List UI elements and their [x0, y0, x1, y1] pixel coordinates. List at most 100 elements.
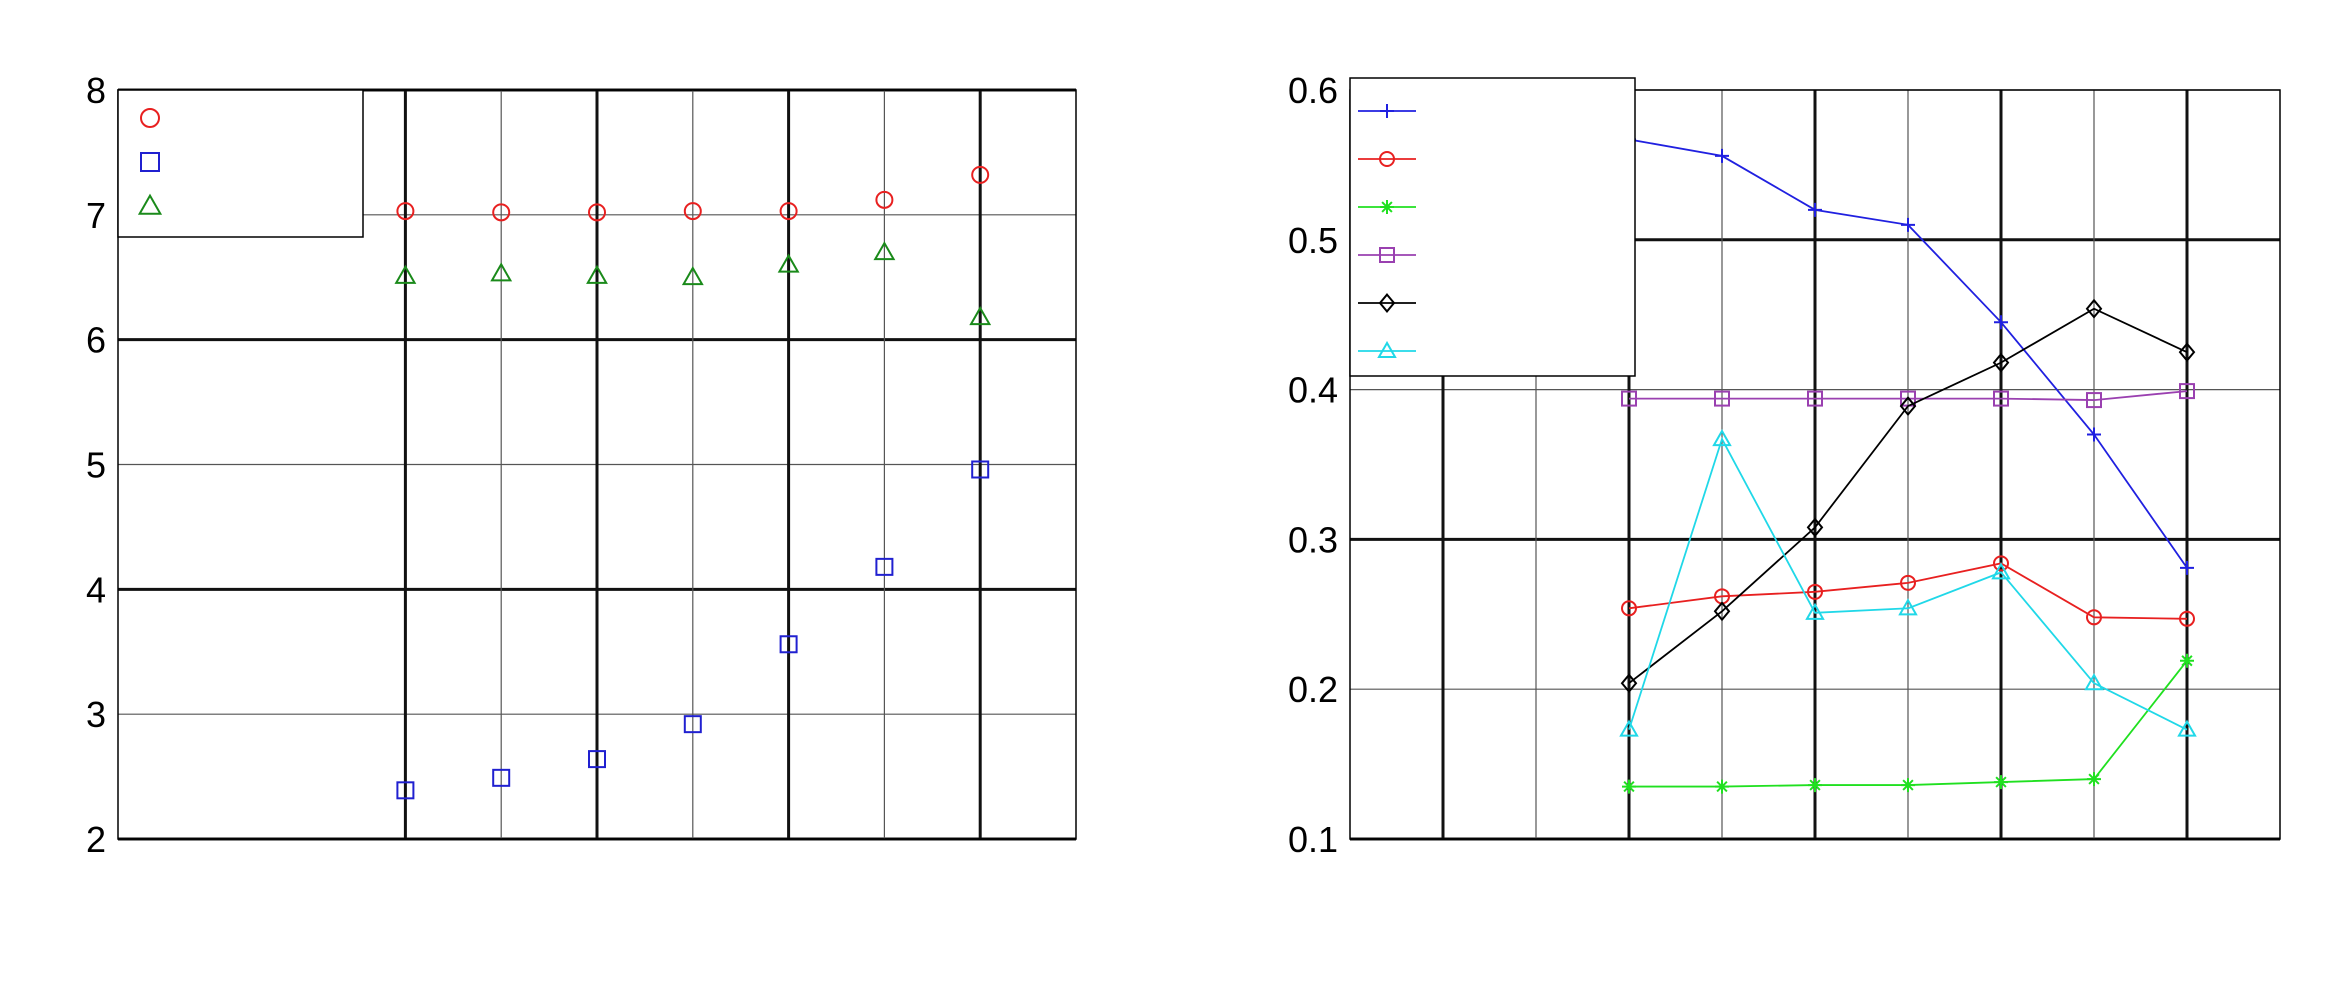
y-tick-label: 0.4 — [1288, 370, 1338, 411]
legend — [1349, 77, 1636, 377]
legend-marker — [1380, 200, 1394, 214]
data-point — [2084, 673, 2104, 691]
x-gridlines — [1441, 90, 2189, 839]
legend-box — [1349, 77, 1636, 377]
series-- — [1619, 428, 2197, 737]
data-point — [1713, 601, 1731, 622]
data-point — [1994, 315, 2008, 330]
series-temperature — [1622, 653, 2194, 794]
data-point — [779, 635, 798, 654]
x-gridlines — [403, 90, 982, 839]
data-point — [2178, 342, 2196, 363]
data-point — [1807, 583, 1823, 600]
series-line — [1628, 562, 2188, 620]
series-cloud-height — [1620, 298, 2196, 694]
plot-border — [1349, 89, 2281, 840]
legend-marker — [140, 152, 160, 172]
data-point — [394, 264, 417, 284]
legend-entry — [1358, 104, 1416, 118]
data-point — [2180, 560, 2194, 575]
data-point — [2086, 609, 2102, 626]
data-point — [1715, 148, 1729, 163]
data-point — [490, 262, 513, 282]
y-tick-label: 2 — [86, 819, 106, 860]
data-point — [1993, 390, 2009, 407]
data-point — [875, 557, 894, 576]
series-line — [1628, 436, 2188, 731]
data-point — [1714, 390, 1730, 407]
data-point — [971, 460, 990, 479]
legend-marker — [1379, 247, 1395, 263]
data-point — [1621, 390, 1637, 407]
legend-entry — [140, 108, 160, 128]
legend-entry — [1358, 340, 1416, 359]
series-tan-height — [394, 241, 992, 326]
data-point — [1620, 673, 1638, 694]
data-point — [1993, 555, 2009, 572]
y-tick-label: 5 — [86, 445, 106, 486]
data-point — [1901, 217, 1915, 232]
data-point — [588, 750, 606, 769]
series-line — [1628, 307, 2188, 684]
data-point — [1994, 775, 2008, 790]
legend — [117, 89, 364, 238]
series-aerosol — [396, 460, 990, 800]
data-point — [777, 253, 800, 273]
data-point — [2085, 298, 2103, 319]
y-tick-label: 0.5 — [1288, 220, 1338, 261]
data-point — [1900, 574, 1916, 591]
legend-entry — [137, 193, 163, 215]
series-pressure — [1621, 555, 2195, 627]
legend-marker — [1378, 293, 1396, 313]
data-point — [2087, 427, 2101, 442]
legend-box — [117, 89, 364, 238]
data-point — [683, 715, 702, 734]
y-tick-label: 8 — [86, 70, 106, 111]
data-point — [1991, 562, 2011, 580]
data-point — [1712, 428, 1732, 447]
data-point — [1808, 202, 1822, 217]
data-point — [2177, 719, 2197, 737]
data-point — [873, 241, 896, 261]
data-point — [1992, 352, 2010, 373]
data-point — [1898, 598, 1918, 616]
data-point — [586, 264, 608, 284]
legend-marker — [1377, 340, 1397, 359]
data-point — [396, 781, 415, 800]
data-point — [2086, 392, 2102, 409]
y-tick-label: 0.6 — [1288, 70, 1338, 111]
data-point — [396, 202, 415, 221]
data-point — [2179, 383, 2195, 400]
y-tick-label: 7 — [86, 195, 106, 236]
y-tick-label: 4 — [86, 569, 106, 610]
data-point — [971, 165, 990, 184]
y-tick-label: 0.1 — [1288, 819, 1338, 860]
data-point — [779, 202, 798, 221]
legend-marker — [1380, 104, 1394, 118]
legend-entry — [1358, 247, 1416, 263]
data-point — [1808, 778, 1822, 793]
data-point — [1621, 600, 1637, 617]
data-point — [1715, 779, 1729, 794]
data-point — [2179, 610, 2195, 627]
legend-entry — [1358, 293, 1416, 313]
data-point — [1901, 778, 1915, 793]
data-point — [969, 305, 992, 326]
data-point — [1807, 390, 1823, 407]
data-point — [683, 202, 702, 221]
chart-b: 0.1 0.2 0.3 0.4 0.5 0.6 — [1288, 70, 2281, 860]
data-point — [1622, 779, 1636, 794]
data-point — [588, 203, 606, 222]
y-tick-label: 0.2 — [1288, 669, 1338, 710]
legend-marker — [140, 108, 160, 128]
legend-entry — [1358, 151, 1416, 167]
y-tick-label: 6 — [86, 320, 106, 361]
legend-entry — [140, 152, 160, 172]
data-point — [1806, 517, 1824, 538]
plot-border — [117, 89, 1077, 840]
y-tick-labels: 2 3 4 5 6 7 8 — [86, 70, 106, 860]
data-point — [2087, 772, 2101, 787]
data-point — [681, 266, 704, 286]
y-tick-labels: 0.1 0.2 0.3 0.4 0.5 0.6 — [1288, 70, 1338, 860]
